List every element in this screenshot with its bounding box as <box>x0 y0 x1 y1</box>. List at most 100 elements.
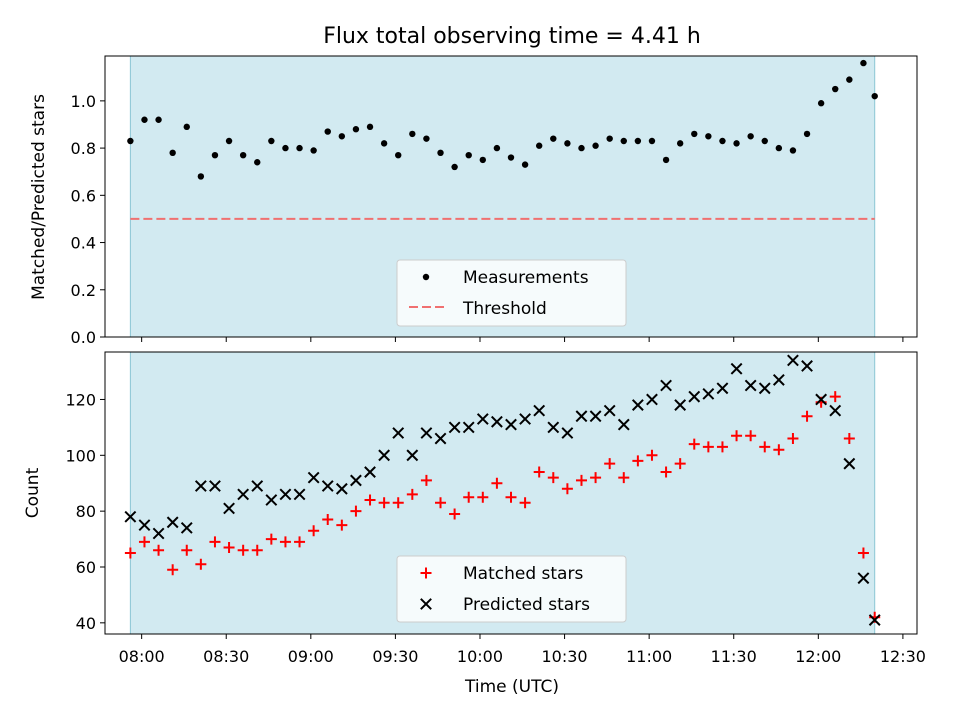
measurement-point <box>437 149 444 157</box>
matched-star-point <box>477 491 489 503</box>
matched-star-point <box>519 497 531 509</box>
x-tick-label: 11:00 <box>626 647 672 666</box>
x-tick-label: 12:30 <box>880 647 926 666</box>
predicted-star-point <box>617 418 630 431</box>
predicted-star-point <box>265 494 278 506</box>
measurement-point <box>535 142 543 149</box>
measurement-point <box>239 151 247 159</box>
predicted-star-point <box>702 387 715 400</box>
measurement-point <box>479 156 487 164</box>
x-tick-label: 10:00 <box>457 647 503 666</box>
measurement-point <box>127 137 134 145</box>
top-axes: 0.0 0.2 0.4 0.6 0.8 1.0 Measurements Threshold <box>71 55 918 347</box>
matched-star-point <box>138 536 150 548</box>
measurement-point <box>564 140 571 147</box>
bottom-legend: Matched stars Predicted stars <box>396 555 627 623</box>
predicted-star-point <box>321 480 334 492</box>
predicted-star-point <box>307 471 320 484</box>
legend-label-threshold: Threshold <box>462 299 547 319</box>
legend-label-measurements: Measurements <box>463 268 589 288</box>
predicted-star-point <box>124 510 137 523</box>
predicted-star-point <box>420 427 433 439</box>
measurement-point <box>789 147 797 154</box>
measurement-point <box>141 116 148 123</box>
predicted-star-point <box>660 379 672 392</box>
measurement-point <box>324 128 331 135</box>
legend-box <box>396 555 627 623</box>
predicted-star-point <box>350 474 362 487</box>
predicted-star-point <box>547 421 560 434</box>
matched-star-point <box>745 430 757 442</box>
x-tick-label: 09:00 <box>288 647 334 666</box>
legend-marker-measurements <box>422 273 430 281</box>
predicted-star-point <box>166 516 179 529</box>
measurement-point <box>366 123 374 131</box>
legend-marker-matched <box>420 567 432 579</box>
predicted-star-point <box>561 427 574 439</box>
measurement-point <box>211 151 219 159</box>
x-tick-label: 11:30 <box>711 647 757 666</box>
x-tick-label: 08:00 <box>119 647 165 666</box>
x-tick-label: 09:30 <box>372 647 418 666</box>
matched-star-point <box>731 430 743 442</box>
measurement-point <box>691 130 698 138</box>
predicted-star-point <box>490 415 503 428</box>
matched-star-point <box>364 494 376 506</box>
measurement-point <box>578 144 585 152</box>
matched-star-point <box>660 466 672 478</box>
measurement-point <box>352 126 360 133</box>
measurement-point <box>465 151 472 159</box>
measurement-point <box>871 92 878 100</box>
predicted-star-point <box>772 374 785 386</box>
measurement-point <box>860 59 867 67</box>
matched-star-point <box>491 477 503 489</box>
top-legend: Measurements Threshold <box>396 259 627 327</box>
measurement-point <box>747 133 754 140</box>
matched-star-point <box>857 547 869 559</box>
measurement-point <box>761 137 768 145</box>
matched-star-point <box>378 497 390 509</box>
predicted-star-point <box>237 488 250 501</box>
predicted-star-point <box>868 614 881 626</box>
y-tick-label: 80 <box>76 502 96 521</box>
matched-star-point <box>322 514 334 526</box>
measurement-point <box>521 161 529 168</box>
predicted-star-point <box>801 360 813 372</box>
matched-star-point <box>688 438 700 450</box>
bottom-axes-frame <box>104 351 918 635</box>
measurement-point <box>719 137 726 145</box>
x-tick-label: 10:30 <box>542 647 588 666</box>
measurement-point <box>423 135 430 142</box>
bottom-y-axis-label: Count <box>23 467 43 518</box>
measurement-point <box>169 149 176 157</box>
measurement-point <box>606 135 613 142</box>
matched-star-point <box>773 444 785 456</box>
chart-title: Flux total observing time = 4.41 h <box>323 24 701 49</box>
y-tick-label: 40 <box>76 614 96 633</box>
y-tick-label: 0.6 <box>71 186 96 205</box>
matched-star-point <box>195 558 207 570</box>
measurement-point <box>338 133 346 140</box>
predicted-star-point <box>138 519 151 532</box>
legend-box <box>396 259 627 327</box>
predicted-star-point <box>758 382 771 395</box>
measurement-point <box>254 159 261 166</box>
predicted-star-point <box>505 418 517 431</box>
measurement-point <box>705 133 712 140</box>
legend-label-matched: Matched stars <box>463 564 583 584</box>
measurement-point <box>676 140 684 147</box>
y-tick-label: 60 <box>76 558 96 577</box>
matched-star-point <box>787 433 799 445</box>
matched-star-point <box>618 472 630 484</box>
matched-star-point <box>716 441 728 453</box>
predicted-star-point <box>194 480 207 492</box>
predicted-star-point <box>589 410 602 423</box>
matched-star-point <box>209 536 221 548</box>
measurement-point <box>803 130 811 138</box>
predicted-star-point <box>180 521 193 534</box>
predicted-star-point <box>293 488 306 501</box>
matched-star-point <box>153 544 165 556</box>
matched-star-point <box>167 564 179 576</box>
predicted-star-point <box>406 449 419 462</box>
matched-star-point <box>420 474 432 486</box>
